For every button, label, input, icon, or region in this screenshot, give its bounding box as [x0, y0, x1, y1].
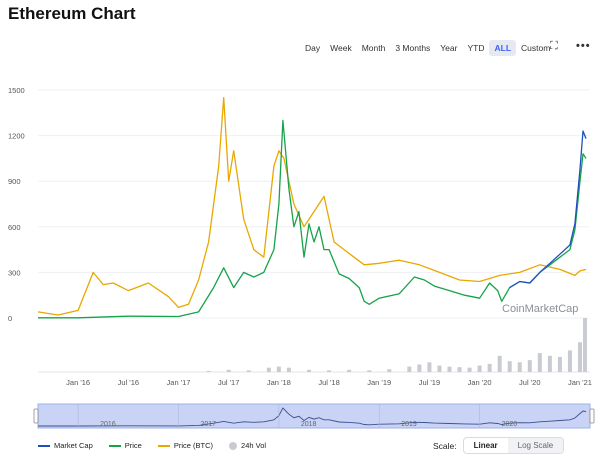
- range-ytd-button[interactable]: YTD: [467, 43, 485, 53]
- series-line-market-cap: [509, 130, 587, 289]
- x-tick-label: Jul '18: [318, 378, 339, 387]
- range-year-button[interactable]: Year: [440, 43, 458, 53]
- x-tick-label: Jan '16: [66, 378, 90, 387]
- legend-price[interactable]: Price: [108, 441, 142, 450]
- navigator-year-label: 2018: [301, 421, 317, 428]
- fullscreen-icon[interactable]: ⛶: [550, 40, 558, 52]
- range-navigator[interactable]: 2016 2017 2018 2019 2020: [33, 403, 595, 429]
- scale-toggle: Linear Log Scale: [462, 437, 565, 454]
- navigator-year-label: 2019: [401, 421, 417, 428]
- volume-bar: [327, 370, 332, 372]
- page-title: Ethereum Chart: [8, 4, 136, 23]
- legend-swatch-market-cap: [38, 444, 50, 447]
- x-tick-label: Jul '17: [218, 378, 239, 387]
- navigator-year-label: 2017: [201, 421, 217, 428]
- legend: Market Cap Price Price (BTC) 24h Vol: [38, 441, 266, 450]
- volume-bar: [226, 369, 231, 372]
- legend-swatch-price: [108, 444, 121, 447]
- x-tick-label: Jan '19: [367, 378, 391, 387]
- x-tick-label: Jul '19: [419, 378, 440, 387]
- watermark: CoinMarketCap: [502, 303, 578, 315]
- volume-bar: [457, 367, 462, 372]
- volume-bar: [246, 370, 251, 372]
- volume-bar: [447, 366, 452, 372]
- volume-bar: [467, 367, 472, 372]
- volume-bar: [527, 360, 532, 372]
- range-week-button[interactable]: Week: [330, 43, 352, 53]
- volume-bar: [477, 365, 482, 372]
- y-tick-label: 600: [8, 223, 21, 232]
- x-tick-label: Jul '16: [118, 378, 139, 387]
- x-tick-label: Jan '17: [167, 378, 191, 387]
- legend-market-cap[interactable]: Market Cap: [38, 441, 93, 450]
- range-all-button[interactable]: ALL: [489, 40, 517, 56]
- chart-area: 0 300 600 900 1200 1500 Jan '16 Jul '16 Jan '17…: [8, 86, 595, 429]
- volume-bar: [286, 367, 291, 372]
- volume-bar: [567, 350, 572, 372]
- scale-linear-button[interactable]: Linear: [463, 438, 508, 453]
- volume-bar: [266, 367, 271, 372]
- legend-swatch-price-btc: [157, 444, 170, 447]
- legend-dot-24h-vol: [229, 441, 238, 450]
- volume-bar: [547, 355, 552, 372]
- scale-selector: Scale: Linear Log Scale: [433, 437, 565, 454]
- range-day-button[interactable]: Day: [305, 43, 321, 53]
- navigator-year-label: 2020: [502, 421, 518, 428]
- volume-bar: [577, 342, 582, 372]
- volume-bar: [206, 370, 211, 372]
- navigator-handle-right[interactable]: [589, 408, 595, 424]
- volume-bar: [497, 355, 502, 372]
- range-selector: Day Week Month 3 Months Year YTD ALL Cus…: [300, 40, 555, 56]
- scale-log-button[interactable]: Log Scale: [507, 438, 564, 453]
- legend-price-btc[interactable]: Price (BTC): [157, 441, 213, 450]
- volume-bar: [427, 362, 432, 372]
- scale-label: Scale:: [433, 440, 457, 451]
- volume-bar: [306, 369, 311, 372]
- volume-bar: [437, 365, 442, 372]
- volume-bar: [387, 369, 392, 372]
- series-line-price: [38, 119, 587, 319]
- volume-bar: [537, 353, 542, 372]
- navigator-year-label: 2016: [100, 421, 116, 428]
- y-tick-label: 1200: [8, 132, 25, 141]
- y-tick-label: 300: [8, 268, 21, 277]
- y-tick-label: 1500: [8, 86, 25, 95]
- volume-bar: [367, 370, 372, 372]
- volume-bar: [517, 362, 522, 372]
- series-line-price-btc: [37, 96, 587, 316]
- volume-bar: [557, 356, 562, 372]
- more-icon[interactable]: •••: [576, 40, 591, 52]
- volume-bar: [582, 318, 587, 372]
- x-tick-label: Jan '21: [568, 378, 592, 387]
- volume-bar: [347, 369, 352, 372]
- range-3-months-button[interactable]: 3 Months: [395, 43, 431, 53]
- x-tick-label: Jan '20: [468, 378, 492, 387]
- x-tick-label: Jan '18: [267, 378, 291, 387]
- legend-24h-vol[interactable]: 24h Vol: [229, 441, 266, 450]
- y-tick-label: 900: [8, 177, 21, 186]
- range-custom-button[interactable]: Custom: [521, 43, 551, 53]
- navigator-handle-left[interactable]: [33, 408, 39, 424]
- range-month-button[interactable]: Month: [361, 43, 386, 53]
- volume-bar: [507, 361, 512, 372]
- navigator-line: [38, 407, 587, 427]
- volume-bar: [276, 366, 281, 372]
- volume-bar: [407, 366, 412, 372]
- volume-bar: [417, 364, 422, 372]
- volume-bar: [487, 363, 492, 372]
- x-tick-label: Jul '20: [519, 378, 540, 387]
- y-tick-label: 0: [8, 314, 12, 323]
